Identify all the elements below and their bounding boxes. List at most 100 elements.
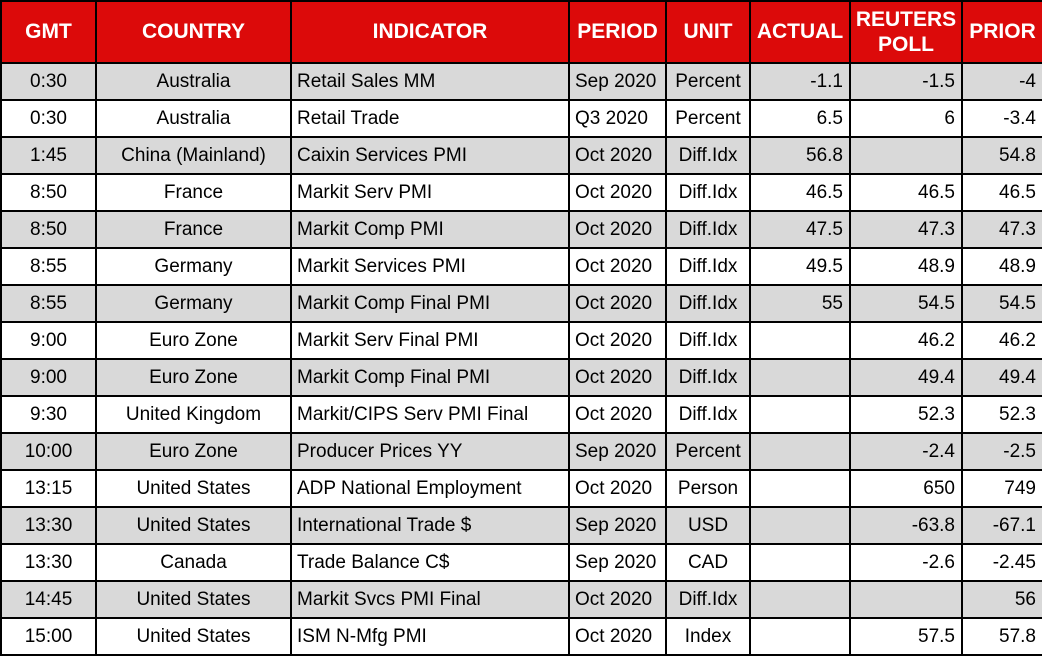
cell-gmt: 13:15	[0, 469, 97, 508]
cell-country: Canada	[95, 543, 292, 582]
cell-prior: -2.5	[961, 432, 1042, 471]
cell-country: Euro Zone	[95, 432, 292, 471]
cell-gmt: 0:30	[0, 99, 97, 138]
cell-gmt: 9:00	[0, 358, 97, 397]
cell-prior: -67.1	[961, 506, 1042, 545]
cell-gmt: 0:30	[0, 62, 97, 101]
cell-country: Australia	[95, 62, 292, 101]
table-row: 14:45 United States Markit Svcs PMI Fina…	[0, 580, 1042, 619]
cell-period: Oct 2020	[568, 136, 667, 175]
cell-reuters-poll: 6	[849, 99, 963, 138]
cell-reuters-poll: 49.4	[849, 358, 963, 397]
cell-reuters-poll: -1.5	[849, 62, 963, 101]
cell-period: Oct 2020	[568, 580, 667, 619]
table-row: 9:00 Euro Zone Markit Comp Final PMI Oct…	[0, 358, 1042, 397]
cell-actual	[749, 395, 851, 434]
cell-actual: 56.8	[749, 136, 851, 175]
table-row: 13:30 United States International Trade …	[0, 506, 1042, 545]
column-header-indicator: INDICATOR	[290, 0, 570, 64]
cell-unit: Diff.Idx	[665, 395, 751, 434]
cell-prior: -4	[961, 62, 1042, 101]
cell-prior: 47.3	[961, 210, 1042, 249]
cell-period: Sep 2020	[568, 62, 667, 101]
cell-gmt: 10:00	[0, 432, 97, 471]
cell-indicator: Retail Trade	[290, 99, 570, 138]
cell-indicator: Markit Comp PMI	[290, 210, 570, 249]
cell-unit: USD	[665, 506, 751, 545]
cell-gmt: 9:30	[0, 395, 97, 434]
table-body: 0:30 Australia Retail Sales MM Sep 2020 …	[0, 62, 1042, 656]
cell-actual: 46.5	[749, 173, 851, 212]
cell-actual	[749, 432, 851, 471]
cell-country: United Kingdom	[95, 395, 292, 434]
cell-unit: Index	[665, 617, 751, 656]
cell-reuters-poll: -2.4	[849, 432, 963, 471]
cell-reuters-poll: 52.3	[849, 395, 963, 434]
cell-reuters-poll: 47.3	[849, 210, 963, 249]
cell-country: Australia	[95, 99, 292, 138]
cell-actual: 55	[749, 284, 851, 323]
cell-unit: Diff.Idx	[665, 173, 751, 212]
cell-country: Germany	[95, 284, 292, 323]
cell-country: France	[95, 210, 292, 249]
cell-reuters-poll: -2.6	[849, 543, 963, 582]
cell-indicator: Markit Services PMI	[290, 247, 570, 286]
cell-prior: 57.8	[961, 617, 1042, 656]
cell-reuters-poll: 650	[849, 469, 963, 508]
cell-gmt: 8:50	[0, 173, 97, 212]
column-header-unit: UNIT	[665, 0, 751, 64]
cell-indicator: Markit Svcs PMI Final	[290, 580, 570, 619]
cell-indicator: Markit Comp Final PMI	[290, 284, 570, 323]
cell-unit: Diff.Idx	[665, 247, 751, 286]
cell-indicator: ISM N-Mfg PMI	[290, 617, 570, 656]
cell-prior: 56	[961, 580, 1042, 619]
cell-country: United States	[95, 617, 292, 656]
column-header-gmt: GMT	[0, 0, 97, 64]
column-header-prior: PRIOR	[961, 0, 1042, 64]
cell-unit: Diff.Idx	[665, 580, 751, 619]
cell-indicator: Markit Serv Final PMI	[290, 321, 570, 360]
cell-period: Oct 2020	[568, 395, 667, 434]
cell-reuters-poll: 48.9	[849, 247, 963, 286]
cell-period: Oct 2020	[568, 173, 667, 212]
column-header-actual: ACTUAL	[749, 0, 851, 64]
table-row: 8:50 France Markit Comp PMI Oct 2020 Dif…	[0, 210, 1042, 249]
cell-indicator: Markit Serv PMI	[290, 173, 570, 212]
cell-reuters-poll: 57.5	[849, 617, 963, 656]
cell-prior: -2.45	[961, 543, 1042, 582]
cell-actual: -1.1	[749, 62, 851, 101]
table-row: 8:55 Germany Markit Services PMI Oct 202…	[0, 247, 1042, 286]
cell-gmt: 15:00	[0, 617, 97, 656]
cell-indicator: Trade Balance C$	[290, 543, 570, 582]
cell-reuters-poll: 46.2	[849, 321, 963, 360]
cell-reuters-poll	[849, 580, 963, 619]
cell-country: United States	[95, 469, 292, 508]
table-row: 8:50 France Markit Serv PMI Oct 2020 Dif…	[0, 173, 1042, 212]
table-row: 13:30 Canada Trade Balance C$ Sep 2020 C…	[0, 543, 1042, 582]
cell-unit: Person	[665, 469, 751, 508]
cell-actual: 6.5	[749, 99, 851, 138]
cell-actual: 47.5	[749, 210, 851, 249]
cell-indicator: Retail Sales MM	[290, 62, 570, 101]
cell-prior: 49.4	[961, 358, 1042, 397]
column-header-reuters-poll: REUTERS POLL	[849, 0, 963, 64]
table-row: 15:00 United States ISM N-Mfg PMI Oct 20…	[0, 617, 1042, 656]
table-row: 9:00 Euro Zone Markit Serv Final PMI Oct…	[0, 321, 1042, 360]
cell-actual	[749, 617, 851, 656]
cell-period: Oct 2020	[568, 358, 667, 397]
cell-prior: 749	[961, 469, 1042, 508]
table-row: 8:55 Germany Markit Comp Final PMI Oct 2…	[0, 284, 1042, 323]
cell-unit: CAD	[665, 543, 751, 582]
cell-actual	[749, 469, 851, 508]
cell-period: Sep 2020	[568, 506, 667, 545]
column-header-country: COUNTRY	[95, 0, 292, 64]
cell-gmt: 9:00	[0, 321, 97, 360]
cell-reuters-poll: 54.5	[849, 284, 963, 323]
cell-period: Oct 2020	[568, 321, 667, 360]
cell-reuters-poll: 46.5	[849, 173, 963, 212]
cell-gmt: 13:30	[0, 506, 97, 545]
cell-country: Euro Zone	[95, 358, 292, 397]
cell-period: Oct 2020	[568, 284, 667, 323]
cell-prior: 48.9	[961, 247, 1042, 286]
cell-actual	[749, 321, 851, 360]
